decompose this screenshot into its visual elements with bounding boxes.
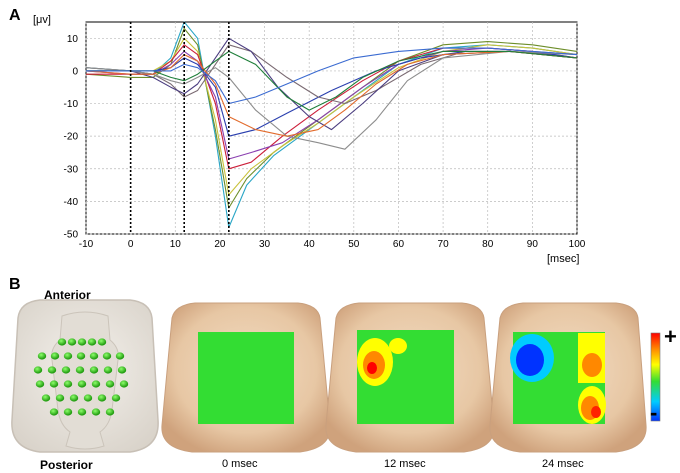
electrode-dot	[105, 408, 115, 416]
electrode-dot	[89, 352, 99, 360]
electrode-dot	[49, 380, 59, 388]
y-tick-label: -50	[64, 230, 79, 241]
plot-area	[85, 21, 578, 235]
electrode-dot	[91, 380, 101, 388]
y-tick-label: -30	[64, 164, 79, 175]
electrode-dot	[57, 338, 67, 346]
electrode-dot	[77, 380, 87, 388]
colorbar-plus: +	[664, 324, 677, 349]
electrode-dot	[33, 366, 43, 374]
electrode-dot	[117, 366, 127, 374]
electrode-dot	[119, 380, 129, 388]
series-line-4	[85, 47, 578, 160]
x-tick-label: 40	[304, 239, 316, 250]
electrode-dot	[97, 394, 107, 402]
series-line-9	[85, 50, 578, 137]
topomap-24-msec	[489, 302, 647, 453]
x-tick-label: 50	[348, 239, 360, 250]
y-tick-label: -20	[64, 132, 79, 143]
x-tick-label: 60	[393, 239, 405, 250]
x-tick-label: 10	[170, 239, 182, 250]
electrode-dot	[67, 338, 77, 346]
electrode-dot	[77, 408, 87, 416]
colorbar-minus: -	[650, 400, 658, 425]
series-line-8	[85, 50, 578, 150]
series-line-2	[86, 37, 578, 196]
y-axis-label: [μv]	[33, 14, 51, 26]
series-line-11	[86, 47, 578, 105]
y-tick-label: -40	[64, 197, 79, 208]
y-tick-label: -10	[64, 99, 79, 110]
electrode-dot	[115, 352, 125, 360]
electrode-dot	[55, 394, 65, 402]
electrode-dot	[87, 338, 97, 346]
anterior-label: Anterior	[44, 288, 91, 302]
electrode-dot	[102, 352, 112, 360]
electrode-dot	[35, 380, 45, 388]
electrode-dot	[63, 380, 73, 388]
electrode-dot	[77, 338, 87, 346]
series-line-7	[86, 37, 578, 131]
electrode-dot	[37, 352, 47, 360]
electrode-dot	[105, 380, 115, 388]
map-label-12: 12 msec	[384, 458, 426, 470]
x-tick-label: 20	[214, 239, 226, 250]
electrode-dot	[103, 366, 113, 374]
x-tick-label: 70	[438, 239, 450, 250]
electrode-dot	[63, 352, 73, 360]
x-tick-label: 90	[527, 239, 539, 250]
colorbar	[650, 332, 661, 422]
y-tick-label: 0	[72, 66, 78, 77]
series-line-0	[85, 21, 578, 229]
map-label-0: 0 msec	[222, 458, 258, 470]
x-tick-label: 100	[569, 239, 586, 250]
electrode-dot	[111, 394, 121, 402]
panel-a-label: A	[9, 7, 21, 24]
electrode-dot	[83, 394, 93, 402]
topomap-0-msec	[161, 302, 331, 453]
electrode-dot	[50, 352, 60, 360]
y-tick-label: 10	[67, 34, 79, 45]
electrode-dot	[49, 408, 59, 416]
electrode-dot	[89, 366, 99, 374]
x-tick-label: 30	[259, 239, 271, 250]
panel-b-label: B	[9, 276, 21, 293]
electrode-dot	[97, 338, 107, 346]
x-tick-label: 80	[482, 239, 494, 250]
electrode-dot	[91, 408, 101, 416]
electrode-head-model	[11, 299, 159, 453]
electrode-dot	[75, 366, 85, 374]
posterior-label: Posterior	[40, 458, 93, 472]
x-tick-label: -10	[79, 239, 94, 250]
electrode-dot	[63, 408, 73, 416]
electrode-dot	[41, 394, 51, 402]
electrode-dot	[69, 394, 79, 402]
series-line-10	[86, 50, 578, 111]
topomap-12-msec	[325, 302, 495, 453]
map-label-24: 24 msec	[542, 458, 584, 470]
electrode-dot	[76, 352, 86, 360]
electrode-dot	[47, 366, 57, 374]
x-axis-label: [msec]	[547, 253, 579, 265]
electrode-dot	[61, 366, 71, 374]
x-tick-label: 0	[128, 239, 134, 250]
erp-line-chart: -10 0 10 20 30 40 50 60 70 80 90 100100-10-20-30-40…	[33, 14, 586, 265]
